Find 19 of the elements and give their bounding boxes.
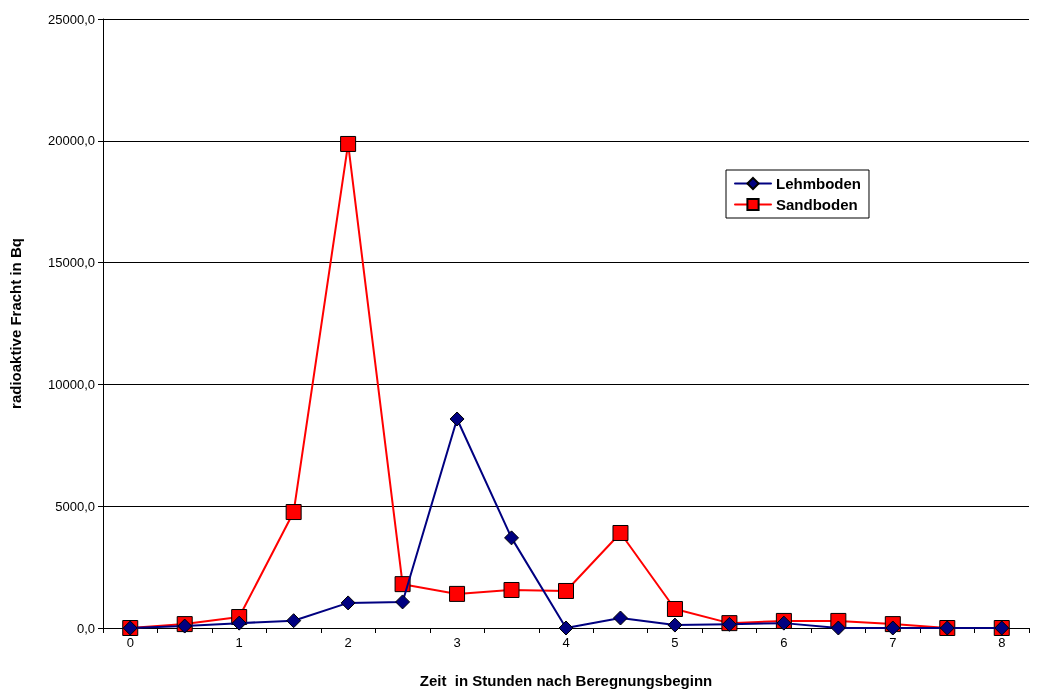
y-tick-label: 5000,0 xyxy=(55,498,95,514)
y-tick-label: 15000,0 xyxy=(48,255,95,271)
x-axis-title: Zeit in Stunden nach Beregnungsbeginn xyxy=(419,672,713,689)
legend-label: Sandboden xyxy=(776,196,858,213)
x-tick-label: 6 xyxy=(780,635,788,650)
x-tick-label: 0 xyxy=(126,635,134,650)
y-tick-label: 0,0 xyxy=(76,620,95,636)
x-tick-label: 3 xyxy=(453,635,461,650)
x-tick-label: 2 xyxy=(344,635,352,650)
x-tick-label: 4 xyxy=(562,635,570,650)
legend-label: Lehmboden xyxy=(776,175,861,192)
y-tick-label: 20000,0 xyxy=(48,133,95,149)
x-tick-label: 1 xyxy=(235,635,243,650)
x-tick-label: 5 xyxy=(671,635,679,650)
y-axis-title: radioaktive Fracht in Bq xyxy=(7,238,24,409)
y-tick-label: 25000,0 xyxy=(48,11,95,27)
x-tick-label: 7 xyxy=(889,635,897,650)
y-tick-label: 10000,0 xyxy=(48,376,95,392)
x-tick-label: 8 xyxy=(998,635,1006,650)
